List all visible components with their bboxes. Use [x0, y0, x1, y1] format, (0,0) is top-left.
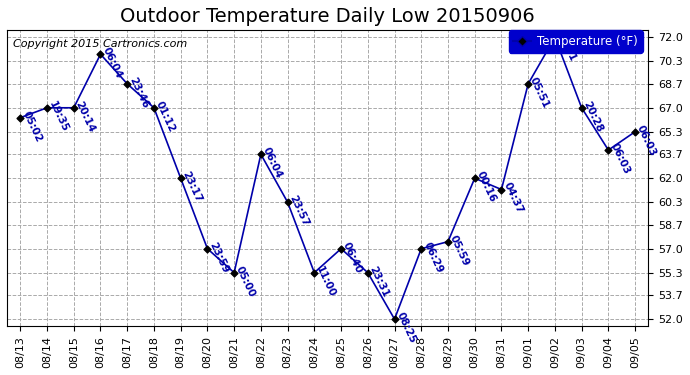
Point: [68, 105, 79, 111]
Text: 23:17: 23:17: [181, 170, 204, 204]
Point: [228, 270, 239, 276]
Point: [629, 129, 640, 135]
Text: 23:57: 23:57: [288, 194, 310, 228]
Title: Outdoor Temperature Daily Low 20150906: Outdoor Temperature Daily Low 20150906: [120, 7, 535, 26]
Point: [255, 151, 266, 157]
Text: 04:37: 04:37: [502, 181, 524, 216]
Text: 23:59: 23:59: [208, 240, 230, 274]
Text: 23:46: 23:46: [127, 75, 150, 110]
Text: 06:04: 06:04: [261, 146, 284, 180]
Point: [14, 115, 26, 121]
Point: [442, 238, 453, 244]
Legend: Temperature (°F): Temperature (°F): [509, 30, 642, 53]
Point: [522, 81, 533, 87]
Text: 08:25: 08:25: [395, 311, 417, 345]
Text: 06:03: 06:03: [609, 142, 631, 176]
Text: 20:28: 20:28: [582, 99, 604, 134]
Point: [282, 199, 293, 205]
Point: [309, 270, 320, 276]
Text: 23:31: 23:31: [368, 264, 391, 298]
Point: [335, 246, 346, 252]
Text: Copyright 2015 Cartronics.com: Copyright 2015 Cartronics.com: [13, 39, 188, 49]
Text: 05:51: 05:51: [555, 29, 578, 63]
Point: [95, 51, 106, 57]
Point: [416, 246, 427, 252]
Text: 19:35: 19:35: [47, 99, 70, 134]
Text: 11:00: 11:00: [315, 264, 337, 298]
Text: 05:02: 05:02: [20, 109, 43, 144]
Text: 06:04: 06:04: [101, 46, 124, 80]
Point: [549, 34, 560, 40]
Text: 06:03: 06:03: [635, 123, 658, 158]
Text: 01:12: 01:12: [154, 99, 177, 134]
Point: [469, 175, 480, 181]
Point: [175, 175, 186, 181]
Point: [121, 81, 132, 87]
Point: [603, 147, 614, 153]
Text: 05:00: 05:00: [234, 264, 257, 298]
Point: [362, 270, 373, 276]
Point: [148, 105, 159, 111]
Text: 05:59: 05:59: [448, 233, 471, 267]
Text: 06:29: 06:29: [422, 240, 444, 274]
Text: 00:16: 00:16: [475, 170, 497, 204]
Point: [202, 246, 213, 252]
Point: [41, 105, 52, 111]
Text: 05:51: 05:51: [528, 75, 551, 109]
Point: [576, 105, 587, 111]
Point: [389, 316, 400, 322]
Text: 06:40: 06:40: [341, 240, 364, 274]
Text: 20:14: 20:14: [74, 99, 97, 134]
Point: [496, 186, 507, 192]
